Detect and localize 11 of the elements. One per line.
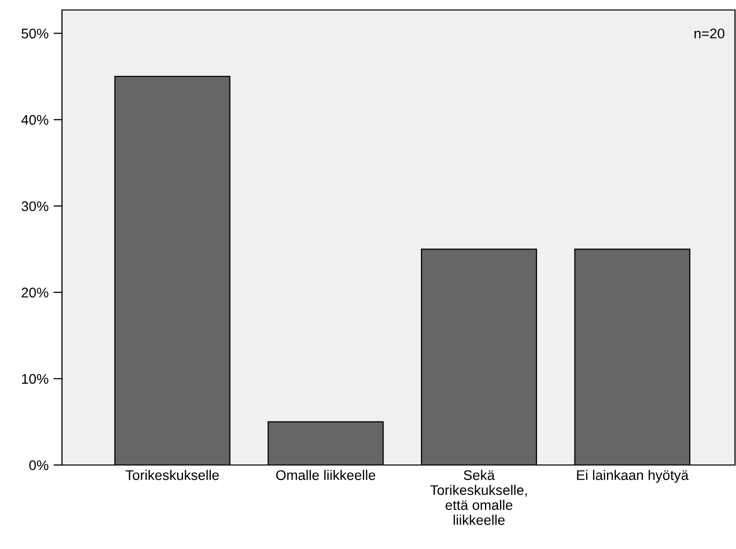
x-tick-label: Torikeskukselle bbox=[126, 470, 219, 480]
y-tick-label: 0% bbox=[29, 460, 48, 470]
y-tick-label: 20% bbox=[22, 288, 48, 298]
x-tick-label: Sekä Torikeskukselle, että omalle liikkeelle bbox=[430, 470, 527, 525]
y-tick-label: 10% bbox=[22, 374, 48, 384]
x-tick-label: Omalle liikkeelle bbox=[276, 470, 376, 480]
annotation: n=20 bbox=[694, 28, 724, 38]
y-tick-label: 30% bbox=[22, 201, 48, 212]
x-tick-label: Ei lainkaan hyötyä bbox=[577, 470, 689, 483]
y-tick-label: 40% bbox=[21, 114, 48, 125]
y-tick-label: 50% bbox=[22, 28, 48, 38]
